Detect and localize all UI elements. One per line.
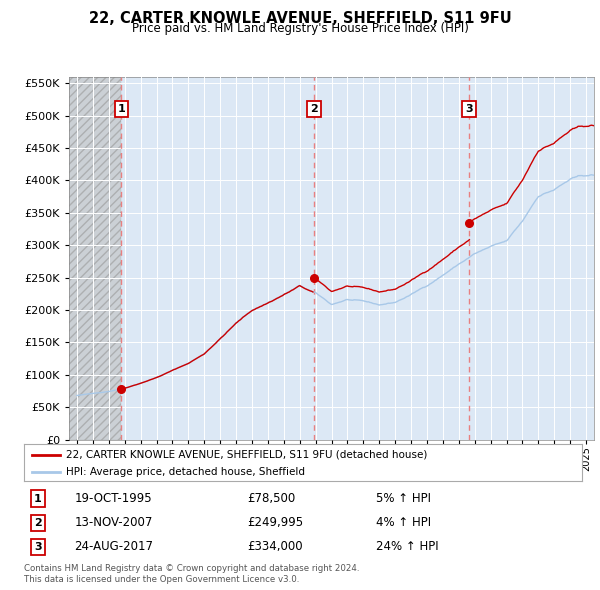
Text: 1: 1 <box>118 104 125 114</box>
Text: 5% ↑ HPI: 5% ↑ HPI <box>376 492 431 505</box>
Text: 2: 2 <box>310 104 317 114</box>
Text: 1: 1 <box>34 494 42 504</box>
Text: 3: 3 <box>34 542 42 552</box>
Text: Price paid vs. HM Land Registry's House Price Index (HPI): Price paid vs. HM Land Registry's House … <box>131 22 469 35</box>
Text: 13-NOV-2007: 13-NOV-2007 <box>74 516 152 529</box>
Text: 24-AUG-2017: 24-AUG-2017 <box>74 540 153 553</box>
Text: HPI: Average price, detached house, Sheffield: HPI: Average price, detached house, Shef… <box>66 467 305 477</box>
Text: £249,995: £249,995 <box>247 516 304 529</box>
Text: 3: 3 <box>466 104 473 114</box>
Text: 22, CARTER KNOWLE AVENUE, SHEFFIELD, S11 9FU (detached house): 22, CARTER KNOWLE AVENUE, SHEFFIELD, S11… <box>66 450 427 460</box>
Text: £334,000: £334,000 <box>247 540 303 553</box>
Bar <box>69 77 121 440</box>
Text: Contains HM Land Registry data © Crown copyright and database right 2024.: Contains HM Land Registry data © Crown c… <box>24 564 359 573</box>
Text: 24% ↑ HPI: 24% ↑ HPI <box>376 540 438 553</box>
Text: 4% ↑ HPI: 4% ↑ HPI <box>376 516 431 529</box>
Text: 22, CARTER KNOWLE AVENUE, SHEFFIELD, S11 9FU: 22, CARTER KNOWLE AVENUE, SHEFFIELD, S11… <box>89 11 511 25</box>
Text: 2: 2 <box>34 518 42 527</box>
Text: This data is licensed under the Open Government Licence v3.0.: This data is licensed under the Open Gov… <box>24 575 299 584</box>
Text: 19-OCT-1995: 19-OCT-1995 <box>74 492 152 505</box>
Text: £78,500: £78,500 <box>247 492 295 505</box>
